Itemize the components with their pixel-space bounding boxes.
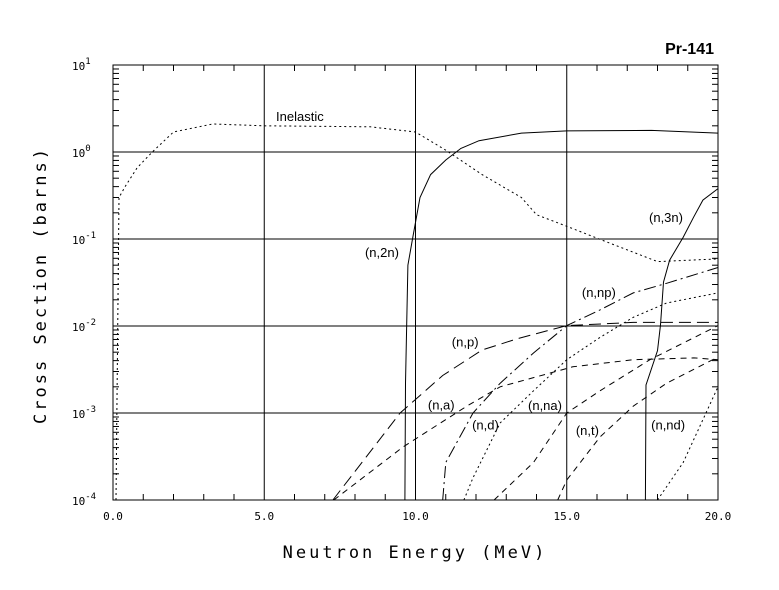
annotation-label: (n,na) <box>528 398 562 413</box>
annotations: Inelastic (n,2n) (n,3n) (n,np) (n,p) (n,a) (n,… <box>276 109 685 438</box>
x-tick-label: 0.0 <box>103 510 123 523</box>
series-line-inelastic <box>115 123 719 501</box>
annotation-label: (n,3n) <box>649 210 683 225</box>
series-line-n-3n <box>644 188 719 501</box>
y-tick-label: 10-1 <box>72 231 96 247</box>
annotation-label: (n,np) <box>582 285 616 300</box>
annotation-label: (n,p) <box>452 335 479 350</box>
annotation-label: (n,nd) <box>651 417 685 432</box>
y-tick-label: 10-2 <box>72 318 96 334</box>
series-line-n-na <box>493 325 719 501</box>
annotation-label: (n,a) <box>428 397 455 412</box>
series-line-n-2n <box>404 129 719 501</box>
y-tick-label: 101 <box>72 57 91 73</box>
y-tick-label: 100 <box>72 144 91 160</box>
x-tick-label: 15.0 <box>554 510 581 523</box>
series-line-n-a <box>333 357 719 501</box>
annotation-label: (n,d) <box>472 417 499 432</box>
series-line-n-t <box>557 356 719 501</box>
y-tick-label: 10-4 <box>72 492 96 508</box>
series-line-n-d <box>463 292 719 501</box>
chart-title: Pr-141 <box>665 41 714 58</box>
series-line-n-p <box>332 321 718 501</box>
series-line-n-nd <box>657 386 719 501</box>
x-tick-label: 20.0 <box>705 510 732 523</box>
y-axis-title: Cross Section (barns) <box>31 146 51 424</box>
ticks: 0.0 5.0 10.0 15.0 20.0 101 100 10-1 10-2 10-3 10-4 <box>72 57 731 523</box>
x-tick-label: 5.0 <box>254 510 274 523</box>
annotation-label: (n,t) <box>576 423 599 438</box>
plot-frame <box>112 64 719 501</box>
annotation-label: Inelastic <box>276 109 324 124</box>
x-tick-label: 10.0 <box>402 510 429 523</box>
annotation-label: (n,2n) <box>365 245 399 260</box>
series-group <box>115 123 719 501</box>
series-line-n-np <box>442 267 719 501</box>
y-tick-label: 10-3 <box>72 405 96 421</box>
x-axis-title: Neutron Energy (MeV) <box>283 543 548 563</box>
grid <box>113 65 718 500</box>
